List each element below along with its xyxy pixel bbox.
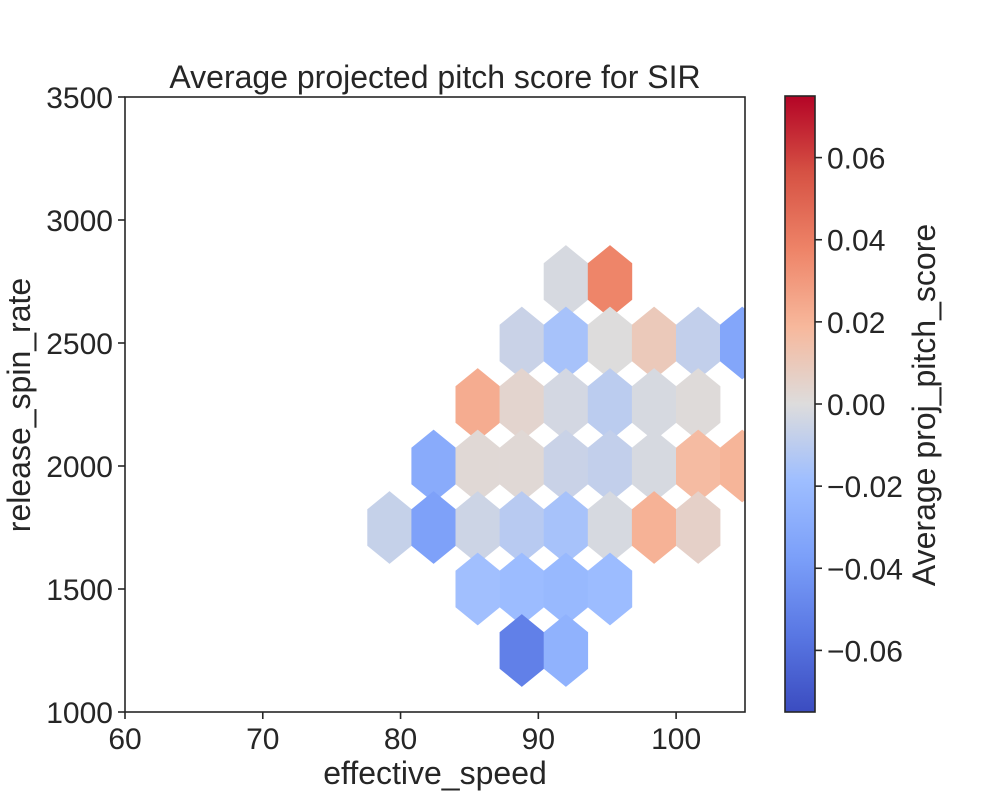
hexbin-cell-4 xyxy=(587,306,633,380)
hexbin-cell-20 xyxy=(676,429,721,503)
x-tick-label-1: 70 xyxy=(246,723,279,756)
hexbin-cell-24 xyxy=(455,491,500,564)
hexbin-cell-35 xyxy=(543,614,589,687)
colorbar-tick-label-0: −0.06 xyxy=(827,635,903,668)
hexbin-cell-13 xyxy=(676,368,721,441)
x-axis-label: effective_speed xyxy=(323,755,547,791)
hexbin-cell-3 xyxy=(543,306,589,380)
colorbar xyxy=(784,95,816,713)
colorbar-ticks: −0.06 −0.04 −0.02 0.00 0.02 0.04 0.06 xyxy=(815,143,903,668)
hexbin-cell-23 xyxy=(411,491,456,564)
hexbin-cell-7 xyxy=(720,306,745,380)
colorbar-tick-label-5: 0.04 xyxy=(827,225,885,258)
y-tick-label-5: 3500 xyxy=(46,82,113,115)
colorbar-tick-label-6: 0.06 xyxy=(827,143,885,176)
hexbin-cell-21 xyxy=(720,429,745,503)
y-tick-label-4: 3000 xyxy=(46,205,113,238)
hexbin-cell-12 xyxy=(631,368,677,441)
hexbin-cell-9 xyxy=(499,368,544,441)
hexbin-cell-26 xyxy=(543,491,589,564)
hexbin-cell-33 xyxy=(587,552,633,626)
hexbin-cell-22 xyxy=(367,491,412,564)
hexbin-cell-30 xyxy=(455,552,500,626)
hexbin-cell-15 xyxy=(455,429,500,503)
y-tick-label-2: 2000 xyxy=(46,451,113,484)
x-tick-label-4: 100 xyxy=(651,723,701,756)
hexbin-cell-31 xyxy=(499,552,544,626)
colorbar-tick-label-4: 0.02 xyxy=(827,307,885,340)
hexbin-cell-2 xyxy=(499,306,544,380)
hexbin-cell-34 xyxy=(499,614,544,687)
x-tick-label-3: 90 xyxy=(522,723,555,756)
y-axis-label: release_spin_rate xyxy=(1,278,37,532)
hexbin-cell-1 xyxy=(587,245,633,318)
hexbin-layer xyxy=(367,245,745,687)
hexbin-cell-10 xyxy=(543,368,589,441)
hexbin-cell-5 xyxy=(631,306,677,380)
y-tick-label-1: 1500 xyxy=(46,574,113,607)
hexbin-cell-25 xyxy=(499,491,544,564)
hexbin-cell-32 xyxy=(543,552,589,626)
colorbar-label: Average proj_pitch_score xyxy=(906,224,942,586)
x-tick-label-2: 80 xyxy=(384,723,417,756)
colorbar-tick-label-2: −0.02 xyxy=(827,471,903,504)
hexbin-cell-11 xyxy=(587,368,633,441)
y-tick-label-3: 2500 xyxy=(46,328,113,361)
hexbin-cell-0 xyxy=(543,245,589,318)
plot-frame xyxy=(124,96,746,713)
hexbin-cell-8 xyxy=(455,368,500,441)
hexbin-cell-14 xyxy=(411,429,456,503)
x-axis: 60 70 80 90 100 xyxy=(108,712,701,756)
hexbin-cell-19 xyxy=(631,429,677,503)
hexbin-cell-18 xyxy=(587,429,633,503)
hexbin-cell-6 xyxy=(676,306,721,380)
x-tick-label-0: 60 xyxy=(108,723,141,756)
hexbin-cell-27 xyxy=(587,491,633,564)
colorbar-tick-label-1: −0.04 xyxy=(827,553,903,586)
hexbin-cell-29 xyxy=(676,491,721,564)
hexbin-cell-16 xyxy=(499,429,544,503)
y-tick-label-0: 1000 xyxy=(46,697,113,730)
colorbar-tick-label-3: 0.00 xyxy=(827,389,885,422)
hexbin-cell-28 xyxy=(631,491,677,564)
y-axis: 1000 1500 2000 2500 3000 3500 xyxy=(46,82,125,730)
hexbin-cell-17 xyxy=(543,429,589,503)
chart-title: Average projected pitch score for SIR xyxy=(169,59,700,95)
